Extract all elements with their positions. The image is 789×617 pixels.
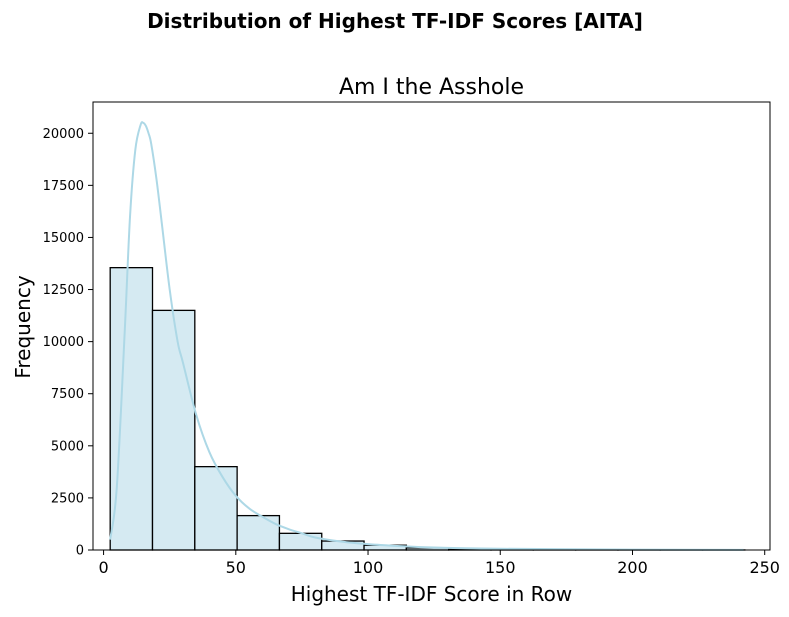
y-axis-ticks: 0 2500 5000 7500 10000 12500 15000 17500 20000 bbox=[43, 127, 93, 559]
y-tick-label: 0 bbox=[76, 544, 84, 559]
y-axis-label: Frequency bbox=[11, 275, 35, 378]
y-tick-label: 12500 bbox=[43, 283, 84, 298]
chart-suptitle: Distribution of Highest TF-IDF Scores [A… bbox=[147, 9, 643, 33]
x-tick-label: 50 bbox=[226, 558, 246, 577]
x-axis-label: Highest TF-IDF Score in Row bbox=[291, 582, 573, 606]
histogram-bar-2 bbox=[151, 309, 196, 551]
x-tick-label: 150 bbox=[485, 558, 516, 577]
y-tick-label: 17500 bbox=[43, 179, 84, 194]
x-tick-label: 0 bbox=[98, 558, 108, 577]
y-tick-label: 20000 bbox=[43, 127, 84, 142]
y-tick-label: 10000 bbox=[43, 335, 84, 350]
histogram-bar-1 bbox=[109, 267, 154, 551]
histogram-bar-5 bbox=[278, 532, 323, 551]
histogram-bar-3 bbox=[194, 466, 238, 551]
y-tick-label: 2500 bbox=[51, 491, 84, 506]
kde-curve bbox=[109, 121, 744, 551]
y-tick-label: 7500 bbox=[51, 387, 84, 402]
chart-title: Am I the Asshole bbox=[339, 75, 524, 100]
x-tick-label: 200 bbox=[617, 558, 648, 577]
y-tick-label: 5000 bbox=[51, 439, 84, 454]
y-tick-label: 15000 bbox=[43, 231, 84, 246]
histogram-bars bbox=[109, 267, 746, 551]
x-tick-label: 100 bbox=[353, 558, 384, 577]
x-axis-ticks: 0 50 100 150 200 250 bbox=[98, 550, 780, 577]
histogram-bar-4 bbox=[236, 514, 281, 551]
x-tick-label: 250 bbox=[749, 558, 780, 577]
plot-frame bbox=[92, 101, 771, 551]
